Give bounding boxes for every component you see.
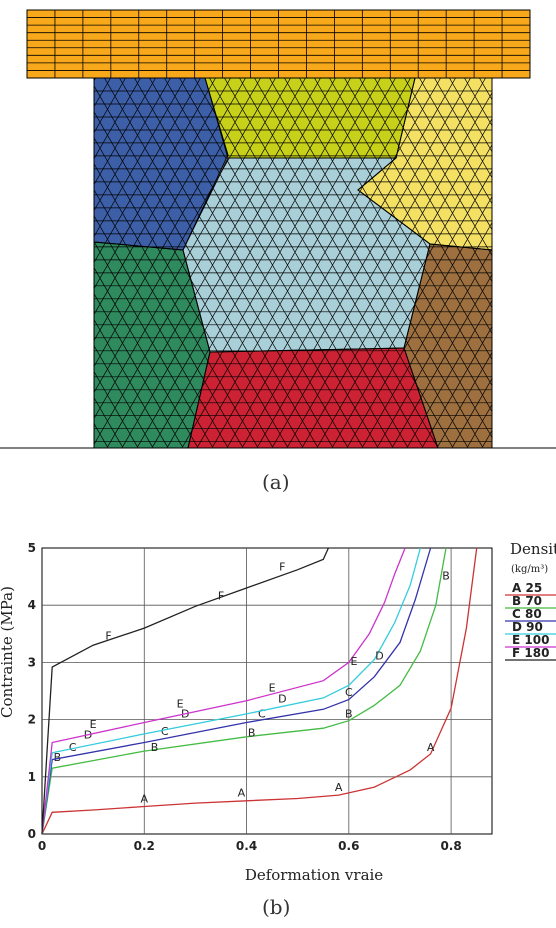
series-line-B [41,547,447,835]
y-tick-label: 5 [28,541,36,555]
y-tick-label: 4 [28,598,36,612]
y-tick-label: 3 [28,655,36,669]
x-tick-label: 0 [38,839,46,853]
chart-ticks: 0 0.2 0.4 0.6 0.8 0 1 2 3 4 5 [28,541,462,853]
series-marker-label-B: B [248,727,256,740]
grain-regions [93,77,493,449]
series-marker-label-F: F [279,561,285,574]
series-marker-label-B: B [442,569,450,582]
series-line-A [41,547,478,835]
series-marker-label-E: E [177,697,184,710]
y-tick-label: 2 [28,713,36,727]
series-line-E [41,547,406,835]
series-marker-label-F: F [105,629,111,642]
mesh-lines [94,78,492,448]
series-marker-label-E: E [350,655,357,668]
series-marker-label-D: D [278,692,286,705]
legend-entry-D: D 90 [512,620,543,634]
legend-entry-C: C 80 [512,607,542,621]
series-marker-label-D: D [375,649,383,662]
series-marker-label-A: A [141,792,149,805]
series-line-F [41,547,329,835]
grain-yellow [358,78,492,250]
series-marker-label-C: C [69,741,77,754]
series-marker-label-A: A [238,787,246,800]
series-marker-label-A: A [427,741,435,754]
x-axis-label: Deformation vraie [245,866,383,884]
legend-title: Densit [510,540,556,558]
chart-grid [41,547,493,835]
top-plate [26,9,531,79]
series-line-C [41,547,432,835]
series-marker-label-A: A [335,781,343,794]
y-tick-label: 1 [28,770,36,784]
x-tick-label: 0.4 [236,839,257,853]
series-marker-label-B: B [345,708,353,721]
legend-entry-F: F 180 [512,646,549,660]
series-marker-label-E: E [90,718,97,731]
series-marker-label-E: E [269,681,276,694]
legend-entry-B: B 70 [512,594,542,608]
series-marker-label-B: B [151,741,159,754]
legend-entry-A: A 25 [512,581,542,595]
caption-a: (a) [262,470,290,494]
series-marker-label-C: C [345,686,353,699]
series-marker-label-C: C [161,725,169,738]
x-tick-label: 0.2 [134,839,155,853]
series-line-D [41,547,422,835]
grain-lightblue [183,158,430,352]
y-axis-label: Contrainte (MPa) [0,586,16,718]
caption-b: (b) [262,895,291,919]
mesh-figure [0,9,556,449]
x-tick-label: 0.6 [338,839,359,853]
grain-blue [94,78,228,250]
series-marker-label-C: C [258,708,266,721]
series-marker-label-B: B [54,751,62,764]
legend-entry-E: E 100 [512,633,549,647]
series-marker-label-F: F [218,589,224,602]
legend-unit: (kg/m³) [511,564,548,575]
x-tick-label: 0.8 [440,839,461,853]
plot-area [41,547,493,835]
grain-lime [205,78,415,158]
y-tick-label: 0 [28,827,36,841]
